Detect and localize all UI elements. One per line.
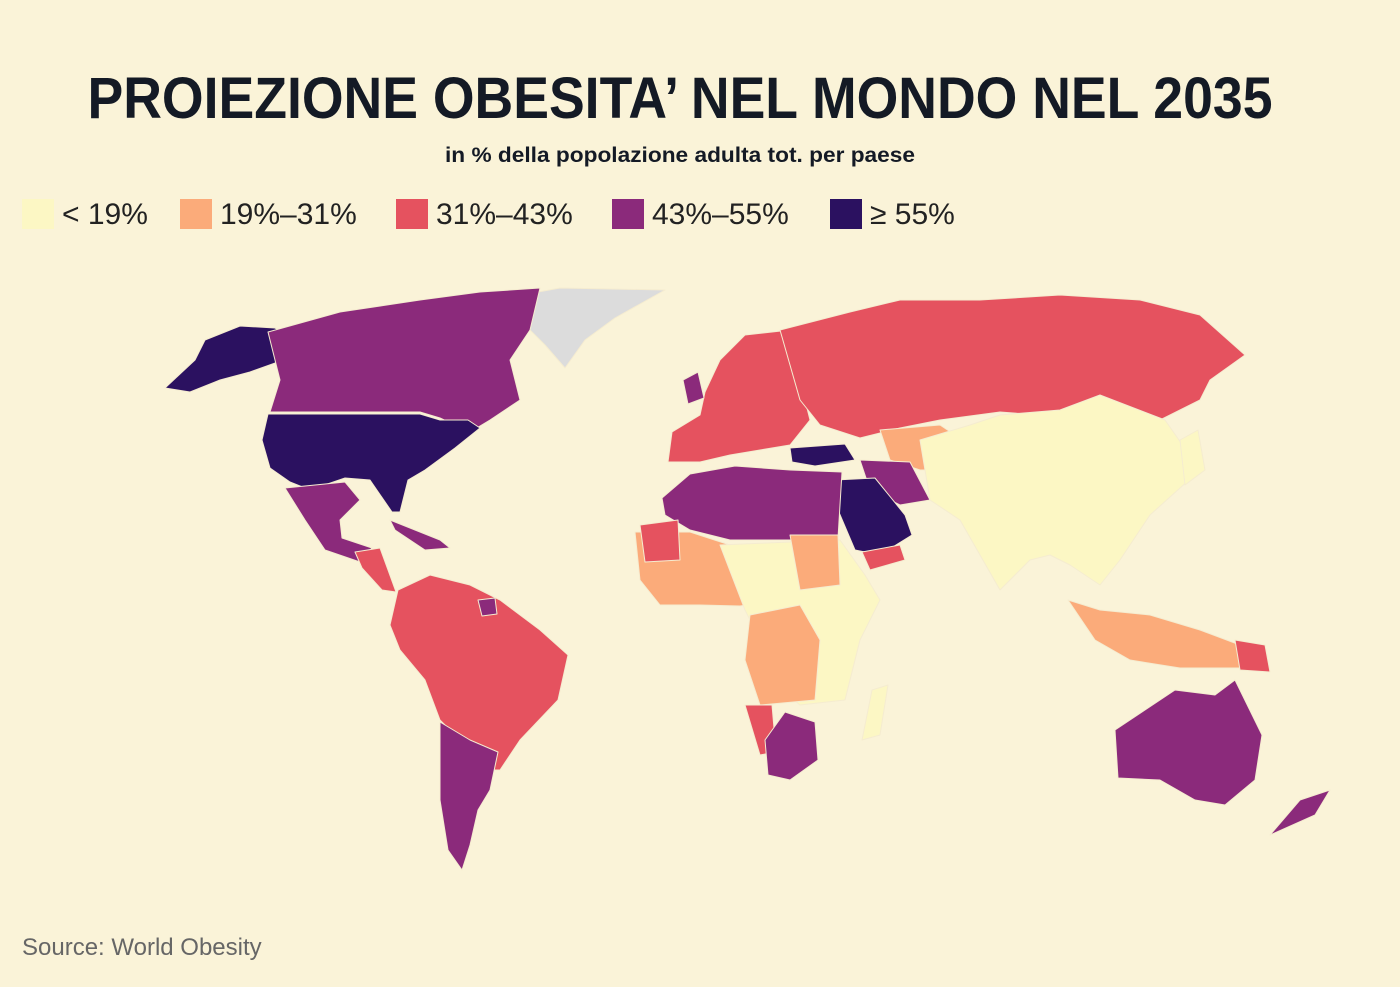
canada bbox=[267, 287, 541, 433]
papua bbox=[1234, 639, 1271, 673]
legend-label: 19%–31% bbox=[220, 198, 357, 231]
sudan bbox=[789, 534, 841, 591]
legend-label: 31%–43% bbox=[436, 198, 573, 231]
uk bbox=[682, 371, 705, 405]
legend-swatch bbox=[612, 199, 644, 229]
japan bbox=[1179, 429, 1206, 486]
subtitle: in % della popolazione adulta tot. per p… bbox=[445, 144, 915, 167]
legend-swatch bbox=[22, 199, 54, 229]
source: Source: World Obesity bbox=[22, 934, 262, 961]
north-africa bbox=[661, 465, 843, 541]
legend-label: < 19% bbox=[62, 198, 148, 231]
world-map bbox=[164, 287, 1331, 871]
legend-swatch bbox=[396, 199, 428, 229]
legend-label: ≥ 55% bbox=[870, 198, 955, 231]
title: PROIEZIONE OBESITA’ NEL MONDO NEL 2035 bbox=[88, 66, 1273, 131]
arabia bbox=[834, 477, 913, 556]
australia bbox=[1114, 679, 1263, 806]
south-africa bbox=[764, 711, 819, 781]
legend-swatch bbox=[180, 199, 212, 229]
madagascar bbox=[861, 684, 889, 741]
central-america bbox=[354, 547, 397, 593]
legend-swatch bbox=[830, 199, 862, 229]
turkey bbox=[789, 443, 856, 467]
caribbean bbox=[389, 519, 451, 551]
suriname bbox=[477, 597, 498, 617]
legend-label: 43%–55% bbox=[652, 198, 789, 231]
yemen bbox=[861, 544, 906, 571]
new-zealand bbox=[1269, 789, 1331, 836]
southern-cone bbox=[439, 721, 499, 871]
mauritania bbox=[639, 519, 681, 563]
china-india bbox=[919, 394, 1201, 591]
russia bbox=[779, 294, 1246, 439]
south-america bbox=[389, 574, 569, 771]
mexico bbox=[284, 481, 373, 563]
congo bbox=[744, 604, 821, 706]
legend: < 19% 19%–31% 31%–43% 43%–55% ≥ 55% bbox=[22, 198, 955, 231]
